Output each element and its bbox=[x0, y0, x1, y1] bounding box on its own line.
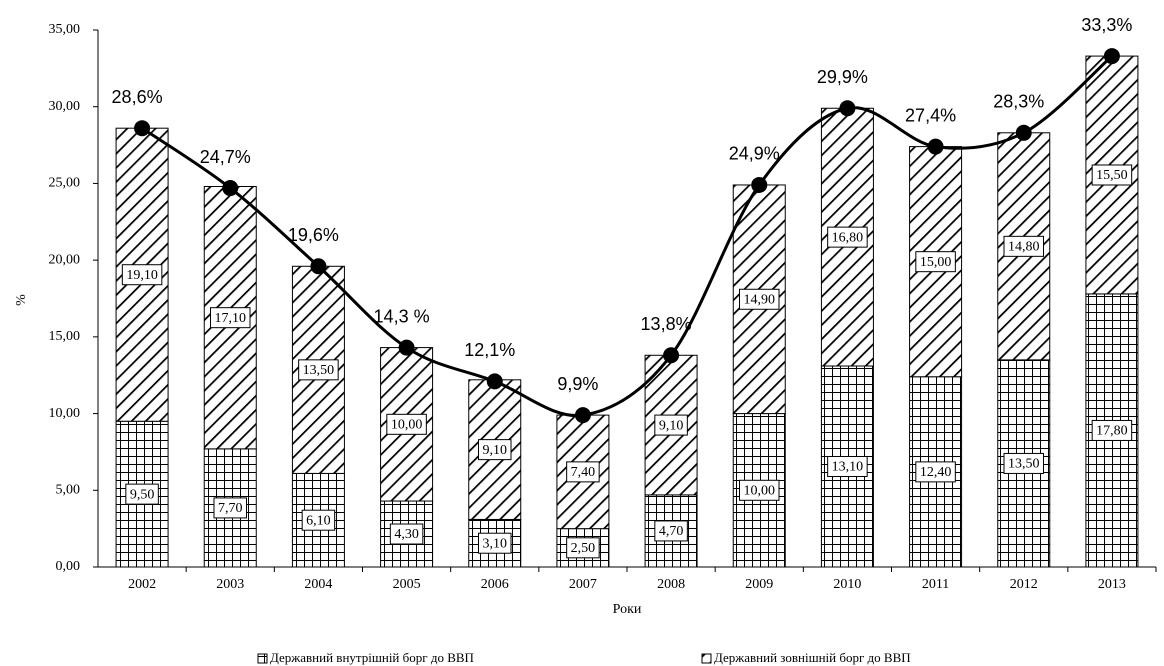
value-label-box bbox=[210, 307, 251, 329]
value-label-box bbox=[213, 497, 247, 519]
value-label: 6,10 bbox=[306, 513, 331, 528]
value-label: 19,10 bbox=[126, 268, 158, 283]
value-label: 7,70 bbox=[218, 501, 243, 516]
total-label: 29,9% bbox=[817, 67, 868, 87]
y-tick-label: 30,00 bbox=[49, 99, 81, 114]
total-point bbox=[486, 373, 503, 390]
value-label-box bbox=[827, 226, 868, 248]
y-tick-label: 25,00 bbox=[49, 176, 81, 191]
value-label-box bbox=[827, 456, 868, 478]
total-label: 24,7% bbox=[200, 147, 251, 167]
total-label: 28,3% bbox=[993, 92, 1044, 112]
value-label-box bbox=[121, 264, 163, 286]
value-label: 13,50 bbox=[1008, 457, 1040, 472]
x-axis-label: Роки bbox=[613, 602, 642, 617]
y-axis-label: % bbox=[14, 294, 29, 306]
value-label: 15,50 bbox=[1096, 168, 1128, 183]
x-tick-label: 2009 bbox=[745, 577, 773, 592]
total-label: 9,9% bbox=[557, 374, 598, 394]
x-tick-label: 2004 bbox=[304, 577, 332, 592]
value-label-box bbox=[739, 479, 780, 501]
total-point bbox=[398, 339, 415, 356]
value-label-box bbox=[739, 288, 780, 310]
total-point bbox=[222, 180, 239, 197]
value-label-box bbox=[1091, 164, 1133, 186]
total-label: 28,6% bbox=[112, 87, 163, 107]
value-label: 9,10 bbox=[483, 443, 508, 458]
x-tick-label: 2011 bbox=[922, 577, 949, 592]
total-point bbox=[310, 258, 327, 275]
x-tick-label: 2006 bbox=[481, 577, 509, 592]
value-label: 13,10 bbox=[832, 460, 864, 475]
value-label-box bbox=[298, 359, 339, 381]
x-tick-label: 2003 bbox=[216, 577, 244, 592]
value-label-box bbox=[915, 251, 956, 273]
total-label: 13,8% bbox=[641, 314, 692, 334]
value-label-box bbox=[654, 520, 688, 542]
x-tick-label: 2005 bbox=[393, 577, 421, 592]
value-label-box bbox=[566, 461, 600, 483]
total-point bbox=[574, 407, 591, 424]
value-label-box bbox=[478, 532, 512, 554]
value-label-box bbox=[915, 461, 956, 483]
value-label-box bbox=[478, 439, 512, 461]
value-label: 17,80 bbox=[1096, 424, 1128, 439]
total-label: 19,6% bbox=[288, 225, 339, 245]
x-tick-label: 2013 bbox=[1098, 577, 1126, 592]
value-label-box bbox=[1003, 452, 1044, 474]
value-label: 4,30 bbox=[394, 527, 419, 542]
value-label-box bbox=[389, 523, 424, 545]
x-tick-label: 2007 bbox=[569, 577, 597, 592]
value-label: 9,10 bbox=[659, 418, 684, 433]
x-tick-label: 2010 bbox=[833, 577, 861, 592]
value-label: 15,00 bbox=[920, 255, 952, 270]
value-label: 3,10 bbox=[483, 536, 508, 551]
value-label-box bbox=[1003, 235, 1044, 257]
y-tick-label: 10,00 bbox=[49, 406, 81, 421]
value-label: 2,50 bbox=[571, 541, 596, 556]
x-tick-label: 2008 bbox=[657, 577, 685, 592]
total-point bbox=[751, 176, 768, 193]
value-label-box bbox=[1091, 419, 1133, 441]
value-label: 17,10 bbox=[215, 311, 247, 326]
legend-label: Державний зовнішній борг до ВВП bbox=[714, 650, 911, 665]
value-label-box bbox=[125, 483, 159, 505]
value-label: 16,80 bbox=[832, 230, 864, 245]
total-point bbox=[839, 100, 856, 117]
x-tick-label: 2002 bbox=[128, 577, 156, 592]
value-label: 4,70 bbox=[659, 524, 684, 539]
value-label-box bbox=[301, 509, 336, 531]
value-label: 9,50 bbox=[130, 487, 155, 502]
total-point bbox=[663, 347, 680, 364]
y-tick-label: 15,00 bbox=[49, 329, 81, 344]
y-tick-label: 35,00 bbox=[49, 22, 81, 37]
total-point bbox=[1103, 48, 1120, 65]
total-point bbox=[1015, 124, 1032, 141]
value-label: 13,50 bbox=[303, 363, 335, 378]
legend-label: Державний внутрішній борг до ВВП bbox=[270, 650, 474, 665]
y-tick-label: 20,00 bbox=[49, 252, 81, 267]
total-label: 24,9% bbox=[729, 144, 780, 164]
total-point bbox=[134, 120, 151, 137]
legend-swatch bbox=[701, 653, 712, 664]
total-label: 12,1% bbox=[464, 340, 515, 360]
total-label: 27,4% bbox=[905, 105, 956, 125]
value-label: 12,40 bbox=[920, 465, 952, 480]
value-label-box bbox=[386, 413, 427, 435]
y-tick-label: 0,00 bbox=[56, 559, 81, 574]
value-label: 7,40 bbox=[571, 465, 596, 480]
value-label: 10,00 bbox=[744, 484, 776, 499]
value-label: 10,00 bbox=[391, 418, 423, 433]
total-label: 33,3% bbox=[1081, 15, 1132, 35]
total-point bbox=[927, 138, 944, 155]
value-label: 14,80 bbox=[1008, 240, 1040, 255]
legend-swatch bbox=[257, 653, 268, 664]
value-label: 14,90 bbox=[744, 292, 776, 307]
value-label-box bbox=[654, 414, 688, 436]
x-tick-label: 2012 bbox=[1010, 577, 1038, 592]
y-tick-label: 5,00 bbox=[56, 483, 81, 498]
value-label-box bbox=[566, 537, 600, 559]
total-label: 14,3 % bbox=[374, 306, 430, 326]
